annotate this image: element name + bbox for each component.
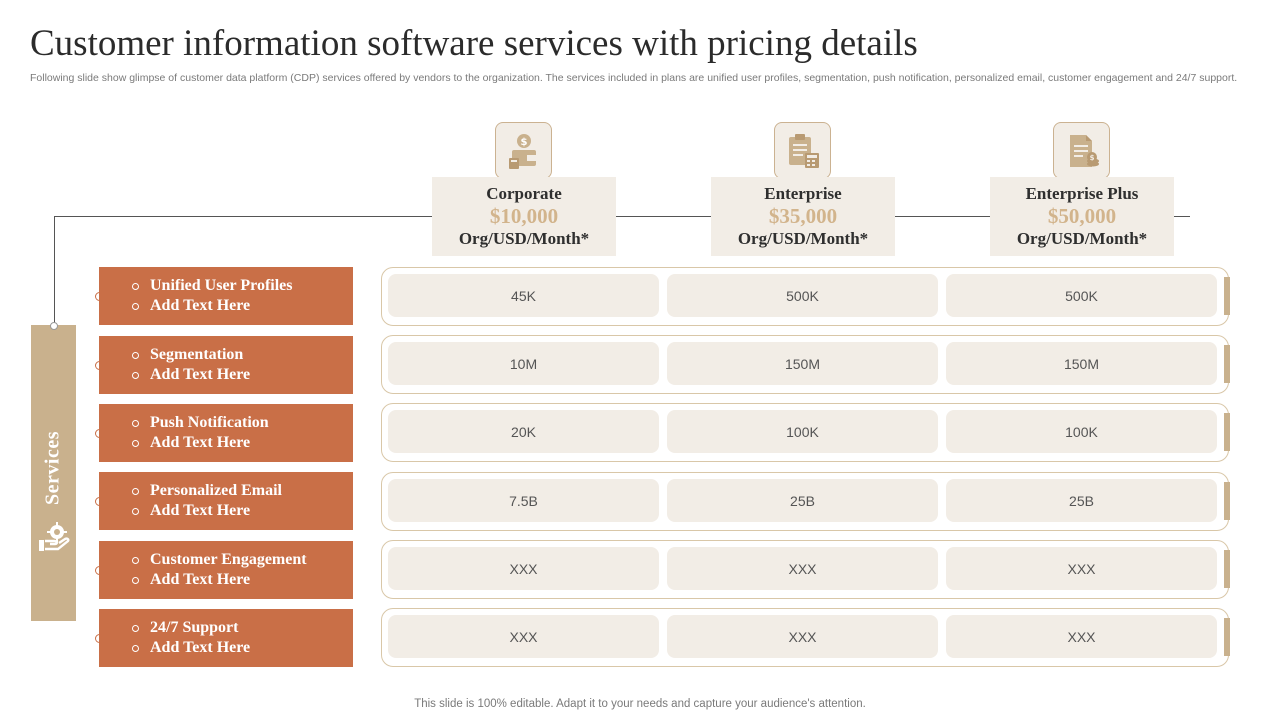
svg-text:$: $ <box>520 137 527 148</box>
services-label: Services <box>41 431 64 505</box>
bullet-icon <box>132 576 139 584</box>
bullet-icon <box>132 302 139 310</box>
bullet-icon <box>132 419 139 427</box>
service-unified-user-profiles: Unified User Profiles Add Text Here <box>99 267 353 325</box>
row-tab <box>1224 345 1230 383</box>
bullet-icon <box>132 282 139 290</box>
row-tab <box>1224 618 1230 656</box>
cell-enterprise: 100K <box>667 410 938 453</box>
cell-enterprise: 150M <box>667 342 938 385</box>
service-sub: Add Text Here <box>150 366 251 383</box>
row-tab <box>1224 277 1230 315</box>
service-name: Personalized Email <box>150 482 282 499</box>
cell-enterprise: 500K <box>667 274 938 317</box>
cell-corporate: 10M <box>388 342 659 385</box>
page-title: Customer information software services w… <box>30 23 918 64</box>
bullet-icon <box>132 507 139 515</box>
cell-enterprise-plus: XXX <box>946 547 1217 590</box>
page-subtitle: Following slide show glimpse of customer… <box>30 72 1238 84</box>
cell-corporate: 7.5B <box>388 479 659 522</box>
row-tab <box>1224 482 1230 520</box>
cell-enterprise: XXX <box>667 615 938 658</box>
bullet-icon <box>132 644 139 652</box>
service-name: Unified User Profiles <box>150 277 293 294</box>
row-tab <box>1224 413 1230 451</box>
service-name: Push Notification <box>150 414 269 431</box>
plan-price: $50,000 <box>1047 204 1117 228</box>
connector-line-top <box>54 216 1190 217</box>
bullet-icon <box>132 351 139 359</box>
plan-name: Enterprise <box>764 184 842 203</box>
bullet-icon <box>132 624 139 632</box>
service-name: Segmentation <box>150 346 244 363</box>
service-sub: Add Text Here <box>150 434 251 451</box>
hand-gear-icon <box>38 522 70 557</box>
row-tab <box>1224 550 1230 588</box>
service-push-notification: Push Notification Add Text Here <box>99 404 353 462</box>
plan-enterprise: Enterprise $35,000 Org/USD/Month* <box>711 177 895 256</box>
bullet-icon <box>132 371 139 379</box>
cell-enterprise-plus: XXX <box>946 615 1217 658</box>
cell-enterprise-plus: 25B <box>946 479 1217 522</box>
cell-enterprise: 25B <box>667 479 938 522</box>
service-name: Customer Engagement <box>150 551 307 568</box>
document-coins-icon: $ <box>1053 122 1110 179</box>
cell-corporate: XXX <box>388 547 659 590</box>
service-segmentation: Segmentation Add Text Here <box>99 336 353 394</box>
bullet-icon <box>132 487 139 495</box>
service-sub: Add Text Here <box>150 502 251 519</box>
connector-line-left <box>54 216 55 326</box>
cell-corporate: XXX <box>388 615 659 658</box>
service-24-7-support: 24/7 Support Add Text Here <box>99 609 353 667</box>
plan-unit: Org/USD/Month* <box>458 229 590 248</box>
cell-enterprise: XXX <box>667 547 938 590</box>
bullet-icon <box>132 439 139 447</box>
plan-corporate: Corporate $10,000 Org/USD/Month* <box>432 177 616 256</box>
plan-unit: Org/USD/Month* <box>737 229 869 248</box>
cell-enterprise-plus: 150M <box>946 342 1217 385</box>
plan-price: $10,000 <box>489 204 559 228</box>
service-sub: Add Text Here <box>150 639 251 656</box>
clipboard-calculator-icon <box>774 122 831 179</box>
footer-note: This slide is 100% editable. Adapt it to… <box>414 698 866 710</box>
plan-enterprise-plus: Enterprise Plus $50,000 Org/USD/Month* <box>990 177 1174 256</box>
services-bar <box>31 325 76 621</box>
service-sub: Add Text Here <box>150 297 251 314</box>
plan-unit: Org/USD/Month* <box>1016 229 1148 248</box>
plan-price: $35,000 <box>768 204 838 228</box>
cell-corporate: 20K <box>388 410 659 453</box>
bullet-icon <box>132 556 139 564</box>
plan-name: Enterprise Plus <box>1025 184 1139 203</box>
connector-dot <box>50 322 58 330</box>
cell-corporate: 45K <box>388 274 659 317</box>
service-sub: Add Text Here <box>150 571 251 588</box>
service-name: 24/7 Support <box>150 619 239 636</box>
plan-name: Corporate <box>486 184 562 203</box>
cell-enterprise-plus: 100K <box>946 410 1217 453</box>
wallet-dollar-icon: $ <box>495 122 552 179</box>
service-customer-engagement: Customer Engagement Add Text Here <box>99 541 353 599</box>
cell-enterprise-plus: 500K <box>946 274 1217 317</box>
svg-text:$: $ <box>1089 154 1094 162</box>
service-personalized-email: Personalized Email Add Text Here <box>99 472 353 530</box>
